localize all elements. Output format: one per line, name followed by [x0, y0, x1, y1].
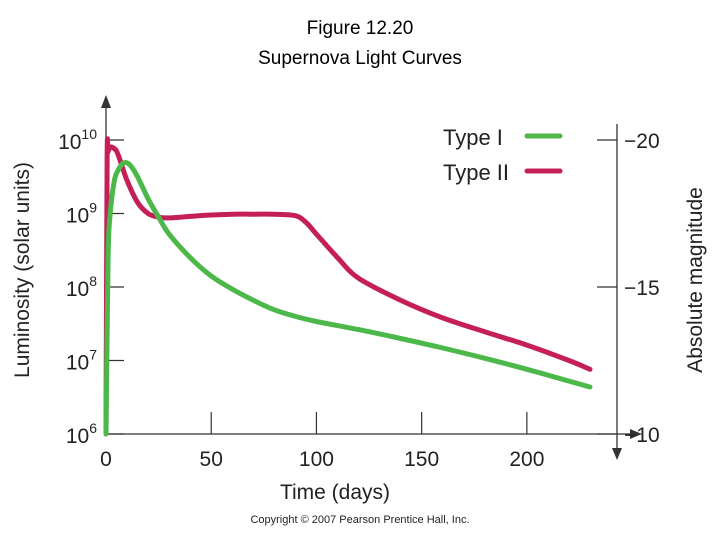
y-tick-exponent: 10 [81, 126, 97, 142]
y-tick-exponent: 9 [89, 200, 97, 216]
x-tick-label: 200 [509, 448, 544, 471]
legend-label: Type I [443, 125, 503, 150]
y-tick-base: 10 [66, 278, 89, 301]
series-line-type-ii [103, 136, 593, 437]
x-axis-title: Time (days) [280, 481, 390, 504]
y-tick-base: 10 [66, 205, 89, 228]
y-tick-exponent: 7 [89, 347, 97, 363]
y2-axis-arrow [612, 448, 622, 460]
y-tick-label: 1010 [58, 126, 97, 154]
y-axis-arrow [101, 95, 111, 108]
copyright-notice: Copyright © 2007 Pearson Prentice Hall, … [250, 514, 470, 526]
y-axis-title: Luminosity (solar units) [11, 162, 34, 378]
y-tick-exponent: 8 [89, 273, 97, 289]
y-tick-base: 10 [58, 131, 81, 154]
figure-title-line1: Figure 12.20 [306, 18, 414, 39]
y-tick-base: 10 [66, 352, 89, 375]
x-axis-arrow [630, 429, 642, 439]
y-tick-label: 109 [66, 200, 97, 228]
legend-label: Type II [443, 160, 509, 185]
y-tick-base: 10 [66, 425, 89, 448]
y2-tick-label: −20 [624, 130, 660, 153]
series-line-type-i [103, 160, 593, 437]
x-tick-label: 100 [299, 448, 334, 471]
x-tick-label: 0 [100, 448, 112, 471]
y-tick-label: 108 [66, 273, 97, 301]
x-tick-label: 50 [200, 448, 223, 471]
y2-tick-label: −10 [624, 424, 660, 447]
y-tick-label: 107 [66, 347, 97, 375]
y2-axis-title: Absolute magnitude [684, 187, 707, 373]
x-tick-label: 150 [404, 448, 439, 471]
figure-title-line2: Supernova Light Curves [258, 48, 462, 69]
y2-tick-label: −15 [624, 277, 660, 300]
y-tick-label: 106 [66, 420, 97, 448]
y-tick-exponent: 6 [89, 420, 97, 436]
